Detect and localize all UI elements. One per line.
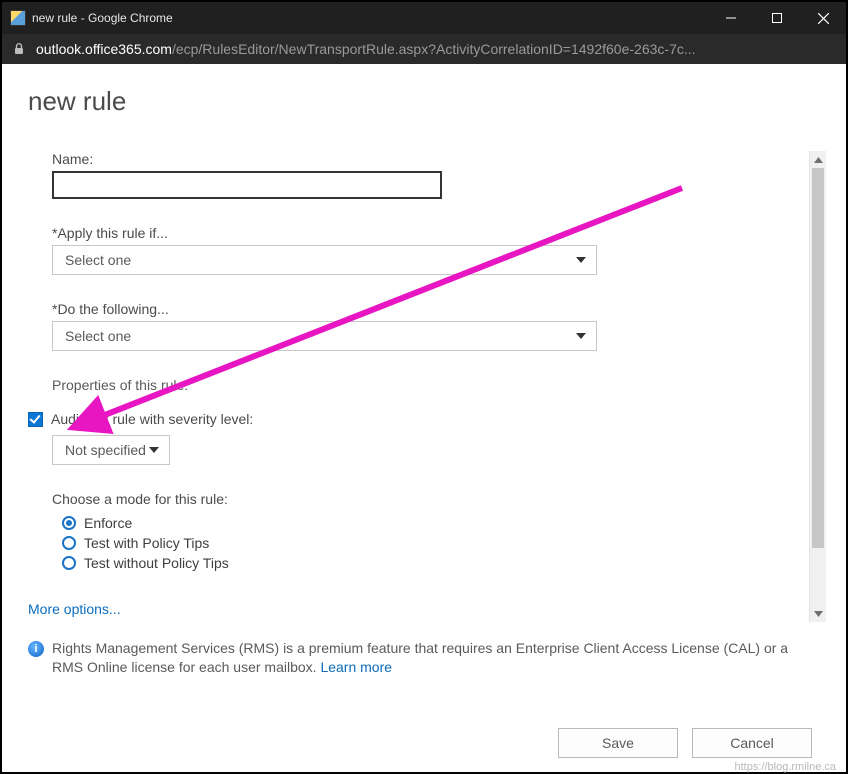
audit-checkbox[interactable] — [28, 412, 43, 427]
mode-label: Choose a mode for this rule: — [52, 491, 802, 507]
minimize-button[interactable] — [708, 2, 754, 34]
page-title: new rule — [28, 86, 826, 117]
scroll-thumb[interactable] — [812, 168, 824, 548]
mode-test-without-label: Test without Policy Tips — [84, 555, 229, 571]
info-text: Rights Management Services (RMS) is a pr… — [52, 639, 802, 677]
window-favicon — [10, 10, 26, 26]
severity-selected: Not specified — [65, 442, 146, 458]
mode-test-with-label: Test with Policy Tips — [84, 535, 209, 551]
name-input[interactable] — [52, 171, 442, 199]
address-bar[interactable]: outlook.office365.com /ecp/RulesEditor/N… — [2, 34, 846, 64]
url-host: outlook.office365.com — [36, 41, 172, 57]
chevron-down-icon — [576, 257, 586, 263]
chevron-down-icon — [149, 447, 159, 453]
properties-label: Properties of this rule: — [52, 377, 802, 393]
mode-radio-test-without[interactable] — [62, 556, 76, 570]
titlebar: new rule - Google Chrome — [2, 2, 846, 34]
url-path: /ecp/RulesEditor/NewTransportRule.aspx?A… — [172, 41, 696, 57]
save-button[interactable]: Save — [558, 728, 678, 758]
do-following-label: *Do the following... — [52, 301, 802, 317]
severity-select[interactable]: Not specified — [52, 435, 170, 465]
scroll-up-button[interactable] — [810, 151, 826, 168]
audit-label: Audit this rule with severity level: — [51, 411, 253, 427]
apply-if-label: *Apply this rule if... — [52, 225, 802, 241]
do-following-select[interactable]: Select one — [52, 321, 597, 351]
learn-more-link[interactable]: Learn more — [320, 659, 392, 675]
apply-if-selected: Select one — [65, 252, 131, 268]
apply-if-select[interactable]: Select one — [52, 245, 597, 275]
chevron-down-icon — [576, 333, 586, 339]
page-content: new rule Name: *Apply this rule if... — [2, 64, 846, 772]
scroll-down-button[interactable] — [810, 605, 826, 622]
mode-radio-test-with[interactable] — [62, 536, 76, 550]
mode-radio-enforce[interactable] — [62, 516, 76, 530]
window-title: new rule - Google Chrome — [32, 11, 173, 25]
maximize-button[interactable] — [754, 2, 800, 34]
do-following-selected: Select one — [65, 328, 131, 344]
mode-enforce-label: Enforce — [84, 515, 132, 531]
lock-icon — [12, 42, 26, 56]
watermark: https://blog.rmilne.ca — [735, 761, 837, 773]
more-options-link[interactable]: More options... — [28, 601, 121, 617]
name-label: Name: — [52, 151, 802, 167]
browser-window: new rule - Google Chrome outlook.office3… — [0, 0, 848, 774]
close-button[interactable] — [800, 2, 846, 34]
cancel-button[interactable]: Cancel — [692, 728, 812, 758]
info-icon: i — [28, 641, 44, 657]
vertical-scrollbar[interactable] — [809, 151, 826, 622]
